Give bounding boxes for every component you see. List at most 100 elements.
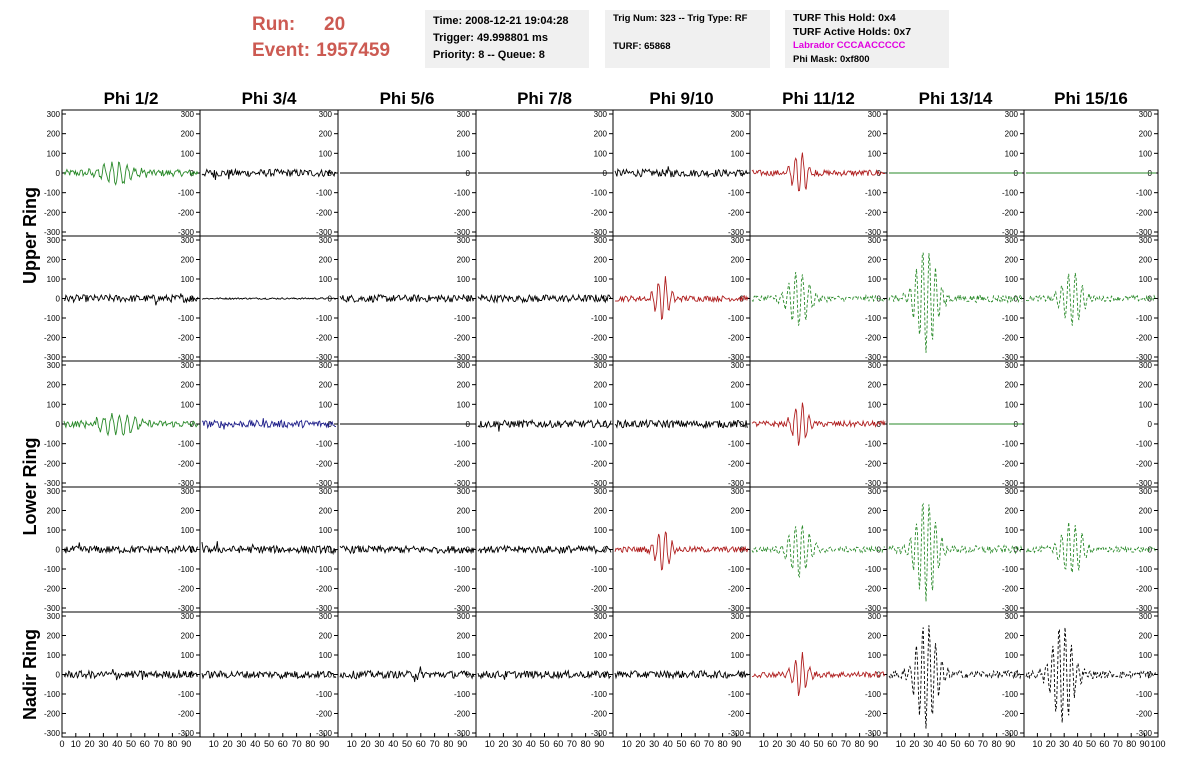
- x-tick-label: 80: [1126, 739, 1136, 749]
- x-tick-label: 90: [1140, 739, 1150, 749]
- waveform-trace-r1-c5: [615, 166, 748, 177]
- y-tick-label: -100: [454, 314, 471, 323]
- y-tick-label: 100: [1005, 400, 1019, 409]
- y-tick-label: 200: [457, 381, 471, 390]
- y-tick-label: -100: [591, 189, 608, 198]
- y-tick-label: -200: [591, 334, 608, 343]
- x-tick-label: 30: [98, 739, 108, 749]
- x-tick-label: 30: [512, 739, 522, 749]
- y-tick-label: -100: [865, 189, 882, 198]
- y-tick-label: 300: [181, 612, 195, 621]
- y-tick-label: 200: [319, 507, 333, 516]
- x-tick-label: 90: [731, 739, 741, 749]
- y-tick-label: 100: [868, 651, 882, 660]
- y-tick-label: 300: [457, 361, 471, 370]
- y-tick-label: 0: [56, 169, 61, 178]
- y-tick-label: 300: [47, 236, 61, 245]
- y-tick-label: -200: [865, 208, 882, 217]
- y-tick-label: 200: [868, 256, 882, 265]
- y-tick-label: -100: [591, 690, 608, 699]
- y-tick-label: -200: [178, 710, 195, 719]
- x-tick-label: 30: [1059, 739, 1069, 749]
- y-tick-label: 200: [731, 256, 745, 265]
- y-tick-label: 0: [603, 169, 608, 178]
- y-tick-label: 100: [594, 149, 608, 158]
- y-tick-label: 200: [1139, 632, 1153, 641]
- y-tick-label: 0: [1148, 420, 1153, 429]
- y-tick-label: -100: [316, 314, 333, 323]
- y-tick-label: 300: [47, 110, 61, 119]
- x-tick-label: 90: [319, 739, 329, 749]
- x-tick-label: 30: [236, 739, 246, 749]
- x-tick-label: 60: [964, 739, 974, 749]
- y-tick-label: 100: [1139, 149, 1153, 158]
- column-title-4: Phi 7/8: [517, 89, 572, 108]
- y-tick-label: 300: [1139, 612, 1153, 621]
- y-tick-label: 100: [181, 275, 195, 284]
- y-tick-label: -100: [1002, 565, 1019, 574]
- y-tick-label: 100: [731, 651, 745, 660]
- y-tick-label: 100: [319, 526, 333, 535]
- y-tick-label: 200: [319, 256, 333, 265]
- y-tick-label: 200: [594, 130, 608, 139]
- x-tick-label: 100: [1150, 739, 1165, 749]
- x-tick-label: 80: [855, 739, 865, 749]
- x-tick-label: 40: [250, 739, 260, 749]
- y-tick-label: 200: [1139, 507, 1153, 516]
- y-tick-label: -100: [728, 189, 745, 198]
- waveform-trace-r5-c5: [615, 671, 748, 678]
- y-tick-label: 100: [181, 651, 195, 660]
- x-tick-label: 80: [992, 739, 1002, 749]
- y-tick-label: 200: [731, 381, 745, 390]
- y-tick-label: -200: [728, 585, 745, 594]
- y-tick-label: -200: [728, 710, 745, 719]
- x-tick-label: 10: [347, 739, 357, 749]
- y-tick-label: -200: [1002, 334, 1019, 343]
- y-tick-label: -200: [316, 585, 333, 594]
- y-tick-label: 100: [181, 400, 195, 409]
- x-tick-label: 10: [209, 739, 219, 749]
- y-tick-label: 300: [1139, 236, 1153, 245]
- y-tick-label: -100: [178, 565, 195, 574]
- x-tick-label: 80: [581, 739, 591, 749]
- y-tick-label: 300: [594, 487, 608, 496]
- y-tick-label: -100: [44, 565, 61, 574]
- y-tick-label: -200: [865, 459, 882, 468]
- x-tick-label: 80: [167, 739, 177, 749]
- y-tick-label: 300: [319, 487, 333, 496]
- column-title-5: Phi 9/10: [649, 89, 713, 108]
- y-tick-label: 300: [181, 236, 195, 245]
- y-tick-label: 200: [47, 507, 61, 516]
- y-tick-label: -100: [454, 440, 471, 449]
- y-tick-label: -100: [1002, 189, 1019, 198]
- y-tick-label: -200: [728, 208, 745, 217]
- x-tick-label: 50: [813, 739, 823, 749]
- waveform-trace-r2-c4: [478, 295, 611, 303]
- waveform-trace-r1-c2: [202, 169, 336, 180]
- waveform-trace-r4-c2: [202, 541, 336, 553]
- y-tick-label: -100: [44, 189, 61, 198]
- y-tick-label: 300: [319, 236, 333, 245]
- x-tick-label: 40: [526, 739, 536, 749]
- y-tick-label: -100: [44, 690, 61, 699]
- y-tick-label: 100: [1005, 275, 1019, 284]
- y-tick-label: 300: [731, 487, 745, 496]
- y-tick-label: 200: [868, 381, 882, 390]
- y-tick-label: -200: [1136, 334, 1153, 343]
- ring-label-1: Upper Ring: [20, 187, 40, 284]
- x-tick-label: 60: [416, 739, 426, 749]
- x-tick-label: 50: [676, 739, 686, 749]
- x-tick-label: 60: [140, 739, 150, 749]
- y-tick-label: 100: [1139, 400, 1153, 409]
- y-tick-label: 200: [47, 381, 61, 390]
- y-tick-label: 100: [1005, 651, 1019, 660]
- y-tick-label: -200: [728, 459, 745, 468]
- y-tick-label: 100: [181, 526, 195, 535]
- x-tick-label: 10: [71, 739, 81, 749]
- x-tick-label: 50: [126, 739, 136, 749]
- y-tick-label: 300: [868, 110, 882, 119]
- y-tick-label: -100: [728, 440, 745, 449]
- x-tick-label: 10: [896, 739, 906, 749]
- x-tick-label: 10: [485, 739, 495, 749]
